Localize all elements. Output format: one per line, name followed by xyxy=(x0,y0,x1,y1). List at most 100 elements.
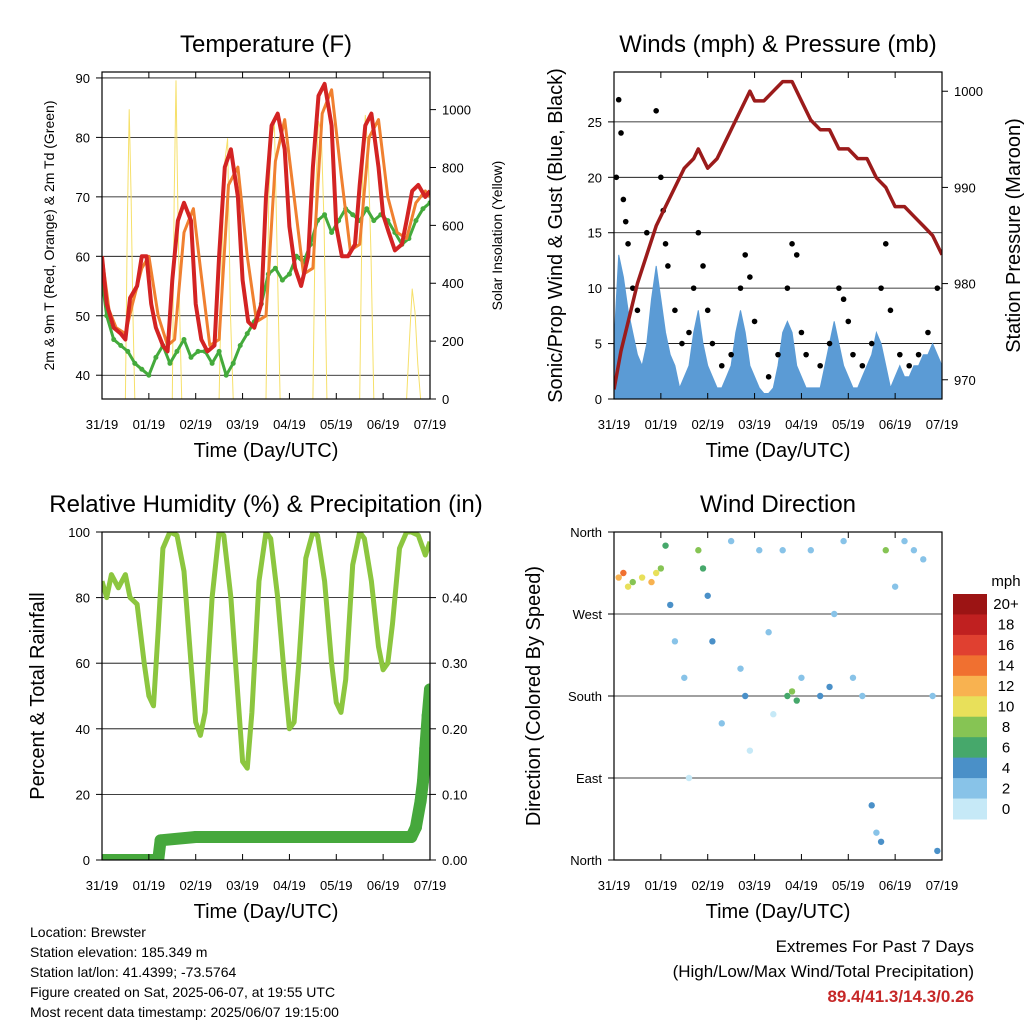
direction-point xyxy=(657,565,665,572)
precip-point xyxy=(119,854,132,860)
gust-point xyxy=(826,340,833,347)
station-location: Location: Brewster xyxy=(30,924,146,940)
direction-point xyxy=(807,547,814,554)
y-tick-label: North xyxy=(570,853,602,868)
direction-point xyxy=(765,629,772,636)
y-tick-label: 80 xyxy=(76,591,90,606)
direction-point xyxy=(742,692,749,700)
y-tick-label: 5 xyxy=(595,337,602,352)
x-tick-label: 31/19 xyxy=(598,878,631,893)
direction-point xyxy=(718,720,725,727)
direction-point xyxy=(756,547,763,554)
colorbar-label: 20+ xyxy=(993,596,1019,613)
gust-point xyxy=(798,329,805,336)
gust-point xyxy=(915,351,922,358)
precip-point xyxy=(377,831,390,844)
dewpoint-point xyxy=(216,348,222,354)
dewpoint-point xyxy=(371,218,377,224)
precip-point xyxy=(154,834,167,847)
precip-point xyxy=(419,742,430,755)
x-tick-label: 04/19 xyxy=(785,417,818,432)
panel-1-frame: Temperature (F) Time (Day/UTC) 2m & 9m T (… xyxy=(41,31,505,462)
x-tick-label: 05/19 xyxy=(832,878,865,893)
gust-point xyxy=(620,196,627,203)
direction-point xyxy=(709,638,716,645)
precip-point xyxy=(102,854,108,860)
x-tick-label: 03/19 xyxy=(226,878,259,893)
gust-point xyxy=(742,252,748,258)
sonic-wind-area xyxy=(614,254,942,399)
panel-2-frame: Winds (mph) & Pressure (mb) Time (Day/UTC… xyxy=(545,31,1024,462)
station-latlon: Station lat/lon: 41.4399; -73.5764 xyxy=(30,964,237,980)
x-tick-label: 02/19 xyxy=(179,417,212,432)
colorbar-swatch xyxy=(953,634,987,656)
direction-point xyxy=(648,578,655,586)
recent-timestamp: Most recent data timestamp: 2025/06/07 1… xyxy=(30,1004,339,1020)
direction-point xyxy=(929,692,936,700)
pressure-line xyxy=(614,79,942,390)
gust-point xyxy=(850,351,856,358)
direction-point xyxy=(793,697,800,704)
direction-point xyxy=(681,674,688,681)
precip-point xyxy=(414,794,427,807)
colorbar-swatch xyxy=(953,594,987,615)
direction-point xyxy=(920,556,927,563)
y-tick-label-right: 0.00 xyxy=(442,853,467,868)
direction-point xyxy=(877,838,885,845)
direction-point xyxy=(934,847,941,855)
colorbar-label: 0 xyxy=(1002,801,1010,818)
y-tick-label: 25 xyxy=(588,115,602,130)
precip-point xyxy=(236,831,249,844)
y-tick-label-right: 1000 xyxy=(442,103,471,118)
panel-2-right-axis: 970 980 990 1000 xyxy=(942,84,983,388)
panel-1-ylabel-right: Solar Insolation (Yellow) xyxy=(489,161,505,311)
x-tick-label: 03/19 xyxy=(738,878,771,893)
gust-point xyxy=(658,174,664,181)
dewpoint-point xyxy=(237,342,243,348)
direction-point xyxy=(695,547,702,554)
gust-point xyxy=(836,285,842,291)
x-tick-label: 05/19 xyxy=(320,417,353,432)
dewpoint-point xyxy=(188,354,194,360)
gust-point xyxy=(629,285,636,291)
colorbar-label: 12 xyxy=(998,678,1015,695)
colorbar-label: 18 xyxy=(998,617,1015,634)
colorbar-swatch xyxy=(953,737,987,759)
gust-point xyxy=(925,329,931,336)
panel-1-ylabel: 2m & 9m T (Red, Orange) & 2m Td (Green) xyxy=(41,101,57,371)
dewpoint-point xyxy=(322,212,328,218)
y-tick-label-right: 400 xyxy=(442,276,464,291)
y-tick-label-right: 0.30 xyxy=(442,656,467,671)
colorbar-label: 2 xyxy=(1002,780,1010,797)
colorbar-swatch xyxy=(953,778,987,800)
panel-1-xlabel: Time (Day/UTC) xyxy=(194,440,339,462)
x-tick-label: 02/19 xyxy=(691,878,724,893)
gust-point xyxy=(751,318,758,325)
gust-point xyxy=(686,329,692,336)
panel-4-ylabel: Direction (Colored By Speed) xyxy=(523,566,545,826)
panel-1-border xyxy=(101,71,431,400)
panel-4-left-axis: North East South West North xyxy=(568,525,614,868)
gust-point xyxy=(718,362,725,369)
x-tick-label: 07/19 xyxy=(926,878,959,893)
y-tick-label-right: 1000 xyxy=(954,84,983,99)
station-info: Location: Brewster Station elevation: 18… xyxy=(30,922,339,1022)
panel-2-xlabel: Time (Day/UTC) xyxy=(706,440,851,462)
direction-point xyxy=(779,547,786,554)
gust-point xyxy=(662,241,669,247)
gust-point xyxy=(784,285,791,291)
direction-point xyxy=(910,547,918,554)
colorbar-label: 6 xyxy=(1002,739,1010,756)
precip-point xyxy=(405,831,418,844)
y-tick-label: South xyxy=(568,689,602,704)
series-temp9m xyxy=(102,88,430,347)
y-tick-label-right: 0.20 xyxy=(442,722,467,737)
gust-point xyxy=(747,274,753,280)
y-tick-label-right: 0.40 xyxy=(442,591,467,606)
panel-4-title: Wind Direction xyxy=(700,491,856,518)
direction-point xyxy=(901,537,908,545)
dewpoint-point xyxy=(364,206,370,212)
gust-point xyxy=(859,362,866,369)
station-elevation: Station elevation: 185.349 m xyxy=(30,944,208,960)
